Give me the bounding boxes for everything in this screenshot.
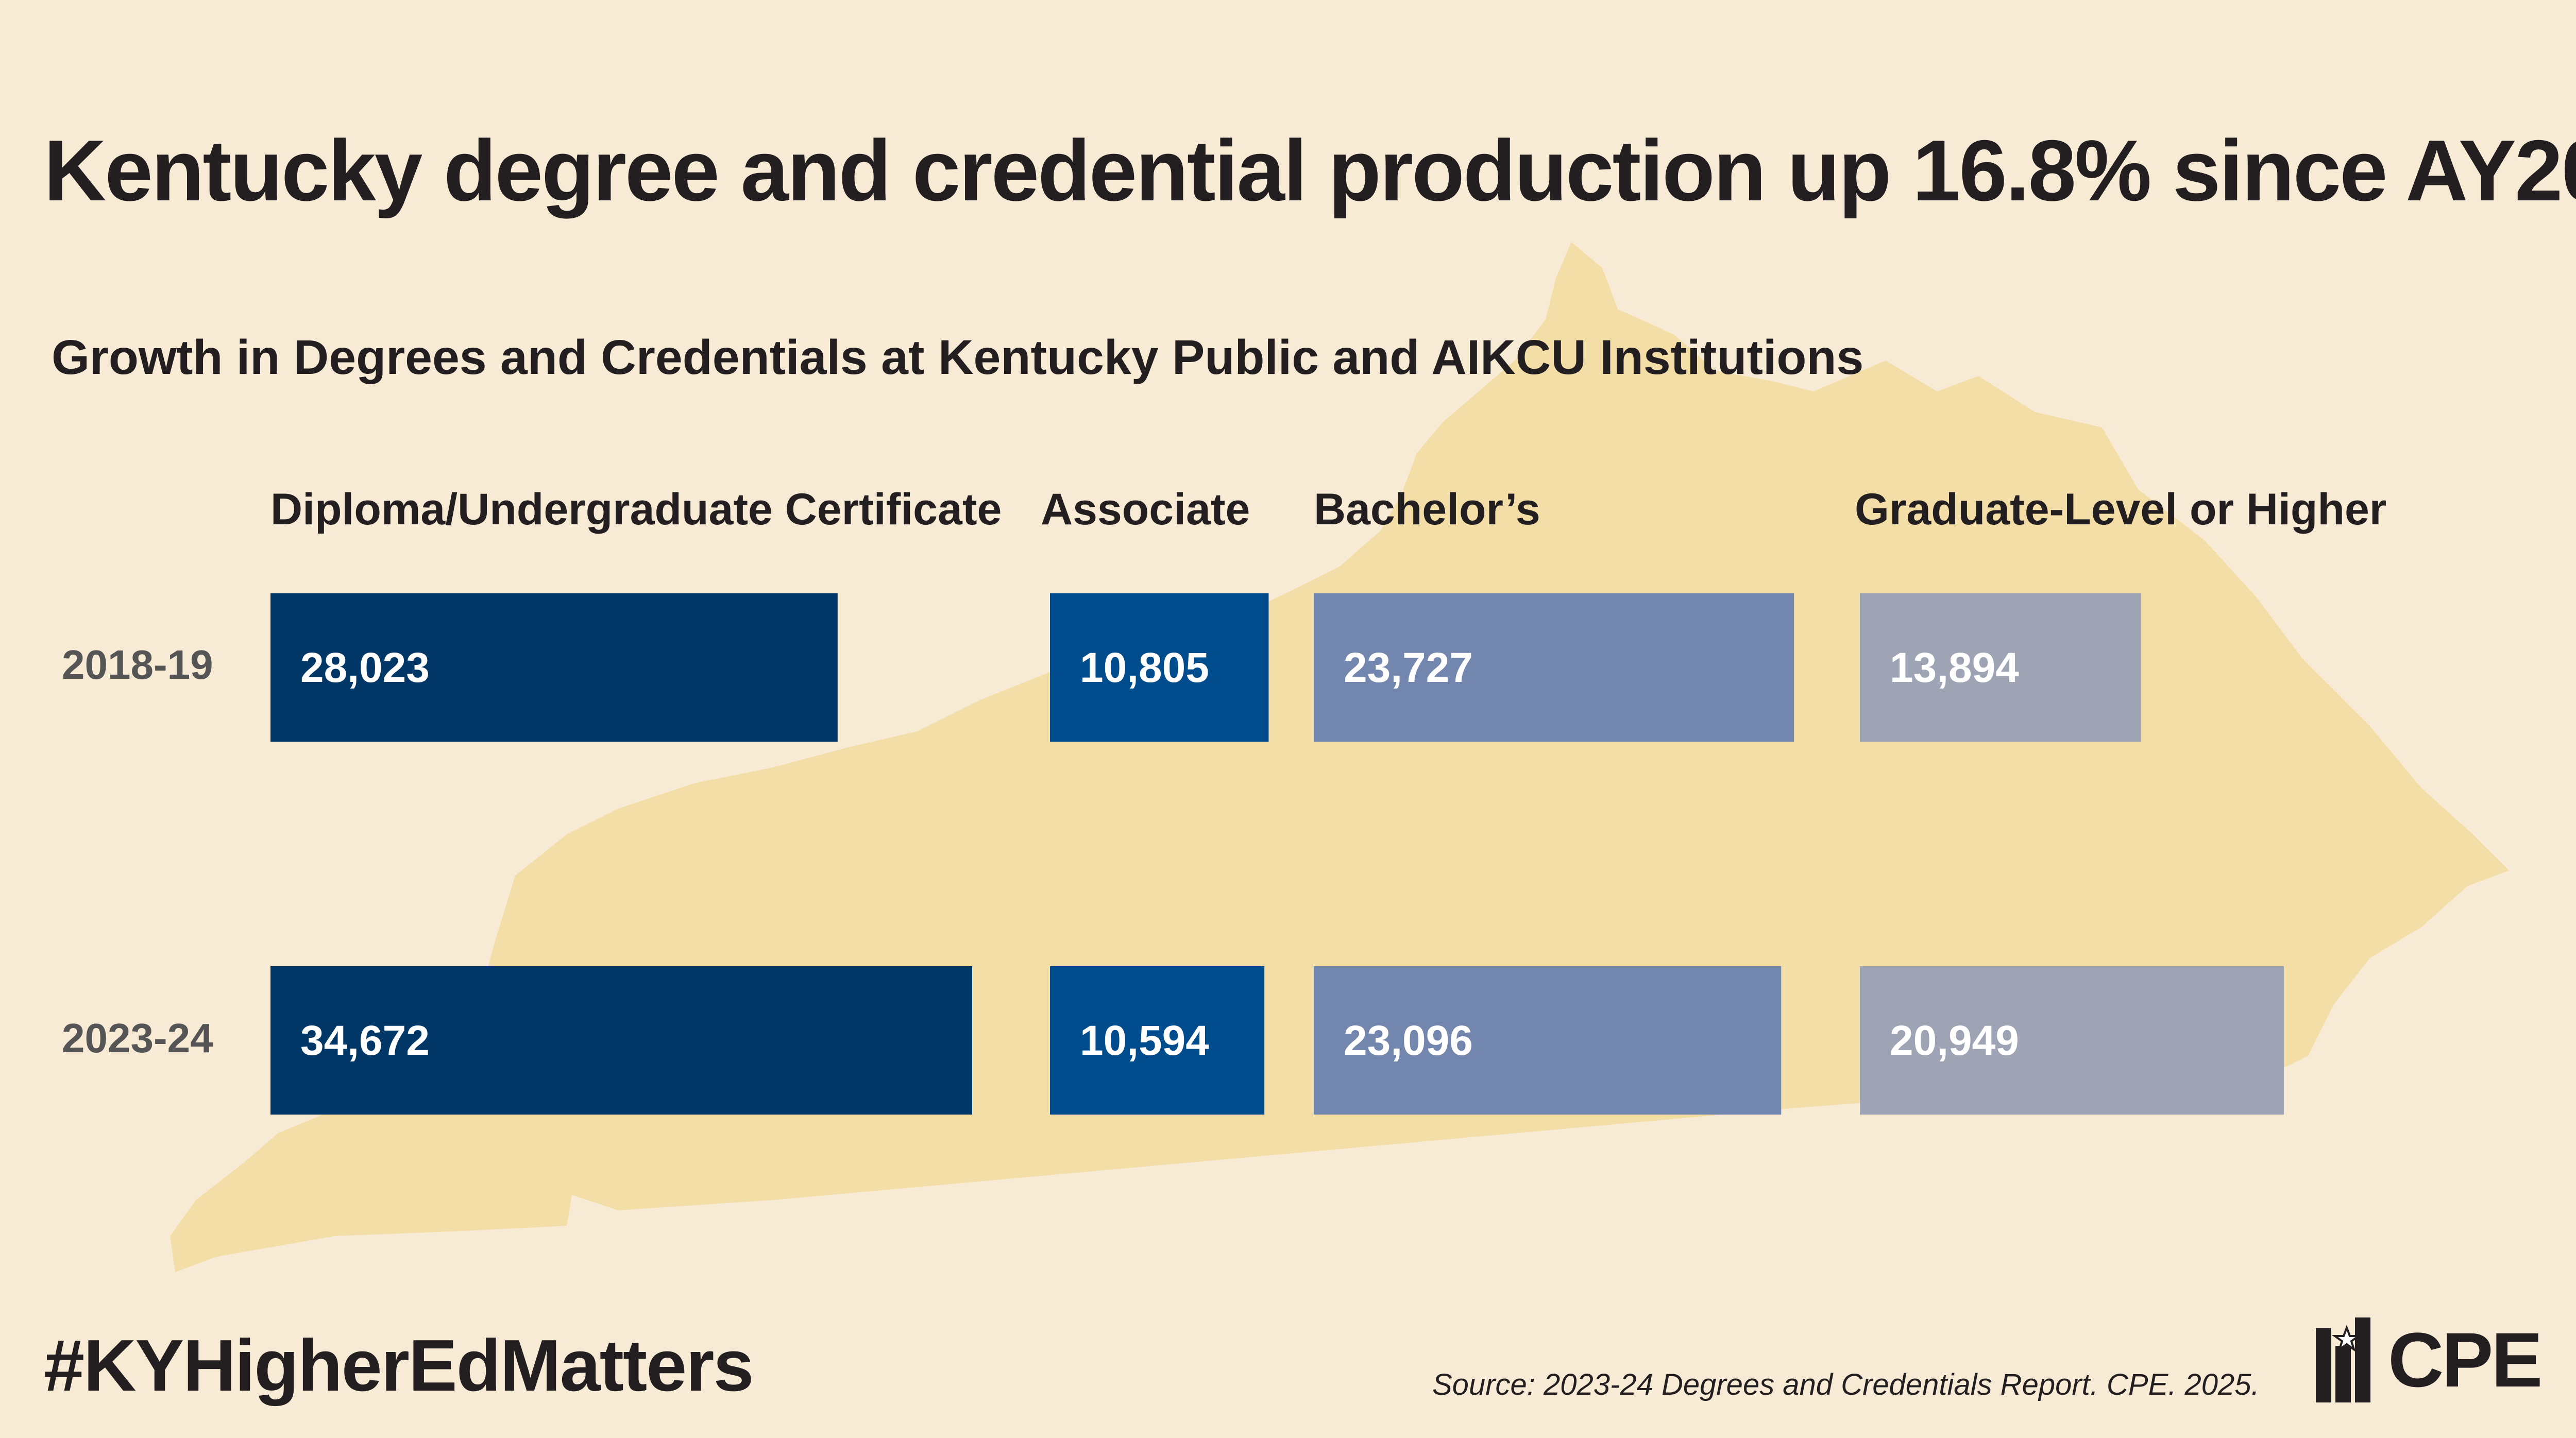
hashtag: #KYHigherEdMatters: [44, 1325, 754, 1407]
category-label-bachelors: Bachelor’s: [1314, 485, 1540, 534]
bar-associate-2018-19: [1050, 593, 1269, 742]
bar-value-label-diploma-2023-24: 34,672: [300, 1017, 430, 1064]
bar-value-label-bachelors-2023-24: 23,096: [1344, 1017, 1473, 1064]
bar-graduate-2018-19: [1860, 593, 2141, 742]
bar-bachelors-2023-24: [1314, 966, 1782, 1115]
chart-subtitle: Growth in Degrees and Credentials at Ken…: [52, 330, 1864, 385]
bar-diploma-2023-24: [270, 966, 972, 1115]
category-label-associate: Associate: [1041, 485, 1250, 534]
category-label-graduate: Graduate-Level or Higher: [1855, 485, 2387, 534]
bar-diploma-2018-19: [270, 593, 838, 742]
bar-value-label-graduate-2023-24: 20,949: [1890, 1017, 2019, 1064]
bar-bachelors-2018-19: [1314, 593, 1794, 742]
bar-value-label-graduate-2018-19: 13,894: [1890, 644, 2019, 691]
year-label-2018-19: 2018-19: [62, 642, 213, 688]
cpe-logo-icon: [2316, 1317, 2370, 1402]
source-note: Source: 2023-24 Degrees and Credentials …: [1432, 1368, 2260, 1401]
cpe-logo: CPE: [2316, 1316, 2543, 1403]
bar-value-label-bachelors-2018-19: 23,727: [1344, 644, 1473, 691]
bar-value-label-associate-2023-24: 10,594: [1080, 1017, 1209, 1064]
category-label-diploma: Diploma/Undergraduate Certificate: [270, 485, 1002, 534]
bar-associate-2023-24: [1050, 966, 1265, 1115]
bar-graduate-2023-24: [1860, 966, 2284, 1115]
year-label-2023-24: 2023-24: [62, 1015, 213, 1061]
bar-value-label-associate-2018-19: 10,805: [1080, 644, 1209, 691]
bar-value-label-diploma-2018-19: 28,023: [300, 644, 430, 691]
logo-text: CPE: [2388, 1316, 2543, 1403]
page-title: Kentucky degree and credential productio…: [44, 122, 2576, 219]
